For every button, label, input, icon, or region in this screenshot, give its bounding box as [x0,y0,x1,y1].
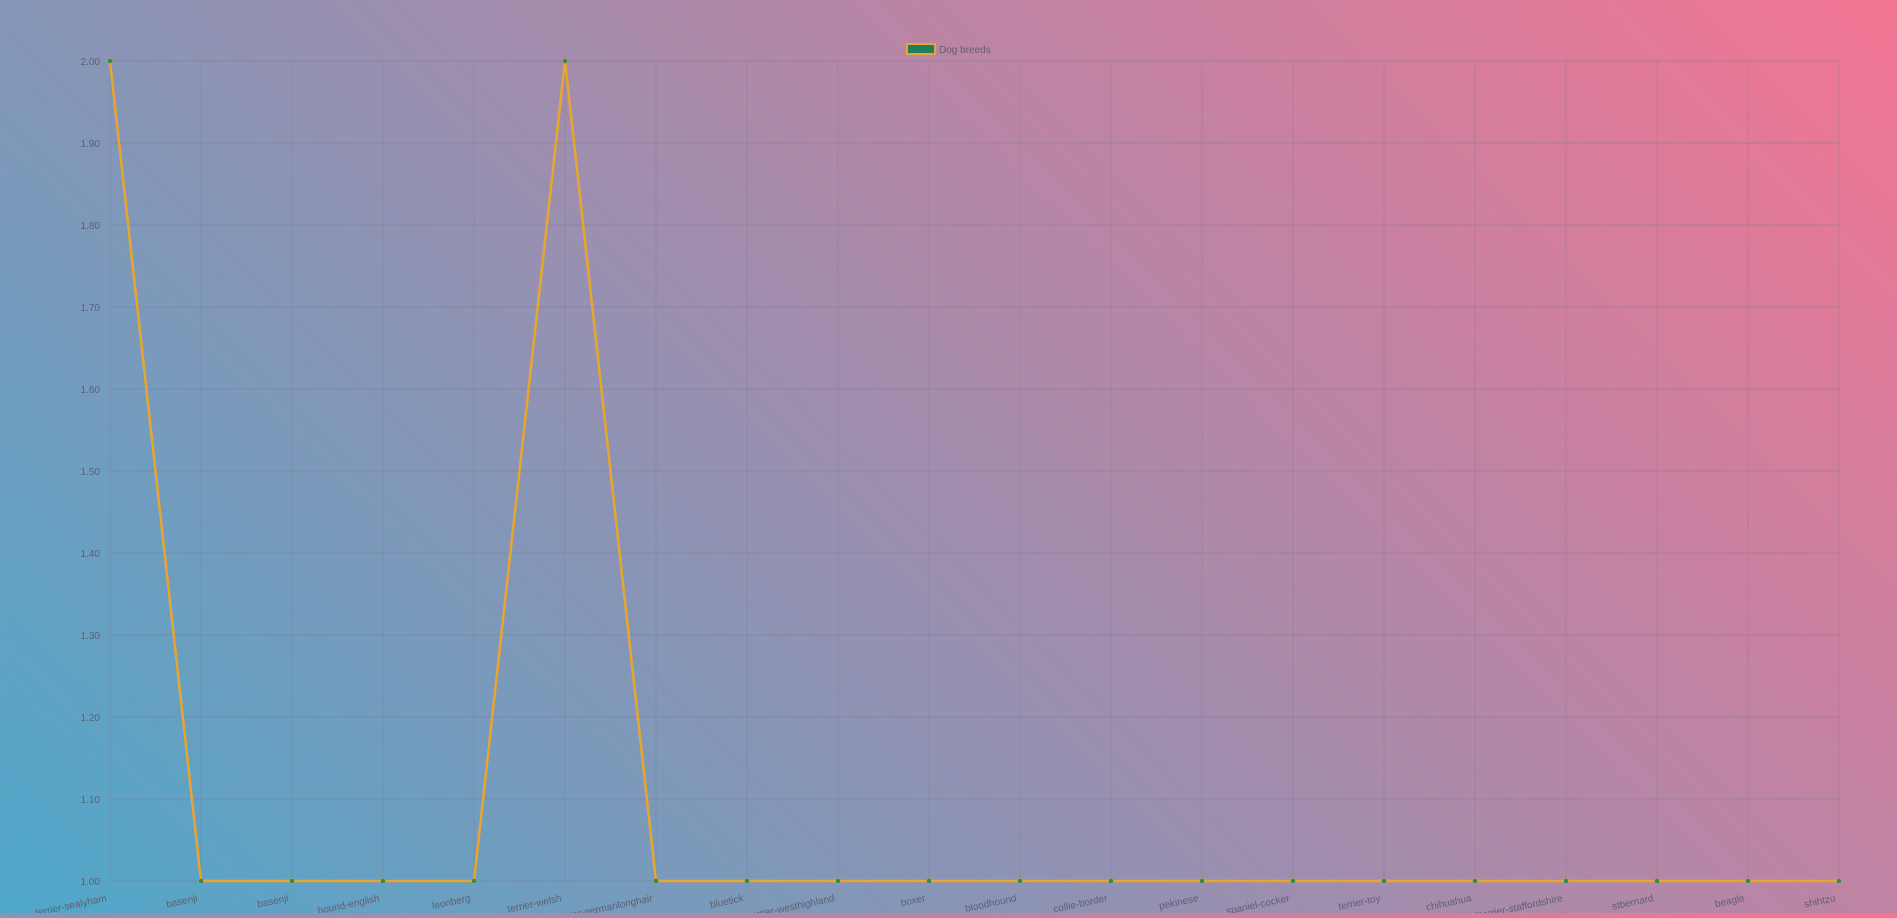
y-tick-label: 1.90 [81,139,101,150]
y-tick-label: 2.00 [81,57,101,68]
x-tick-label: terrier-westhighland [747,893,835,913]
y-tick-label: 1.80 [81,221,101,232]
data-point[interactable] [835,878,841,884]
y-tick-label: 1.30 [81,631,101,642]
data-point[interactable] [107,58,113,64]
data-point[interactable] [744,878,750,884]
data-point[interactable] [1563,878,1569,884]
y-tick-label: 1.70 [81,303,101,314]
x-tick-label: terrier-welsh [507,893,563,913]
x-tick-label: bloodhound [964,893,1017,913]
x-tick-label: boxer [900,893,927,909]
x-tick-label: terrier-toy [1337,893,1381,913]
x-tick-label: basenji [256,893,289,910]
legend-swatch[interactable] [906,43,936,55]
data-point[interactable] [926,878,932,884]
data-point[interactable] [1108,878,1114,884]
data-point[interactable] [1836,878,1842,884]
legend-label[interactable]: Dog breeds [939,45,991,56]
x-tick-label: hound-english [317,893,381,913]
data-point[interactable] [1017,878,1023,884]
grid-layer [109,60,1840,882]
x-tick-label: basenji [165,893,198,910]
x-tick-label: spaniel-cocker [1225,893,1291,913]
y-tick-labels: 2.00 1.90 1.80 1.70 1.60 1.50 1.40 1.30 1.20 1.10… [81,57,101,888]
data-point[interactable] [653,878,659,884]
x-tick-label: collie-border [1053,893,1110,913]
series-line[interactable] [108,60,1839,883]
data-point[interactable] [380,878,386,884]
x-tick-label: chihuahua [1425,893,1473,913]
data-point[interactable] [1290,878,1296,884]
y-tick-label: 1.10 [81,795,101,806]
data-point[interactable] [1654,878,1660,884]
y-tick-label: 1.00 [81,877,101,888]
x-tick-label: shihtzu [1803,893,1836,910]
x-tick-label: terrier-sealyham [35,893,108,913]
legend[interactable]: Dog breeds [906,43,991,56]
data-point[interactable] [1381,878,1387,884]
x-tick-label: bullterrier-staffordshire [1464,893,1564,913]
x-tick-label: beagle [1714,893,1746,910]
x-tick-label: stbernard [1611,893,1655,913]
x-tick-label: leonberg [431,893,471,912]
x-tick-label: pekinese [1158,893,1200,912]
data-point[interactable] [562,58,568,64]
data-point[interactable] [289,878,295,884]
data-point[interactable] [1472,878,1478,884]
data-point[interactable] [198,878,204,884]
data-point[interactable] [1745,878,1751,884]
y-tick-label: 1.40 [81,549,101,560]
data-point[interactable] [1199,878,1205,884]
y-tick-label: 1.50 [81,467,101,478]
x-tick-label: bluetick [709,893,745,911]
x-tick-labels: terrier-sealyham basenji basenji hound-engl… [35,893,1837,918]
series-layer [107,58,1842,884]
x-tick-label: pointer-germanlonghair [550,893,654,913]
data-point[interactable] [471,878,477,884]
y-tick-label: 1.20 [81,713,101,724]
y-tick-label: 1.60 [81,385,101,396]
